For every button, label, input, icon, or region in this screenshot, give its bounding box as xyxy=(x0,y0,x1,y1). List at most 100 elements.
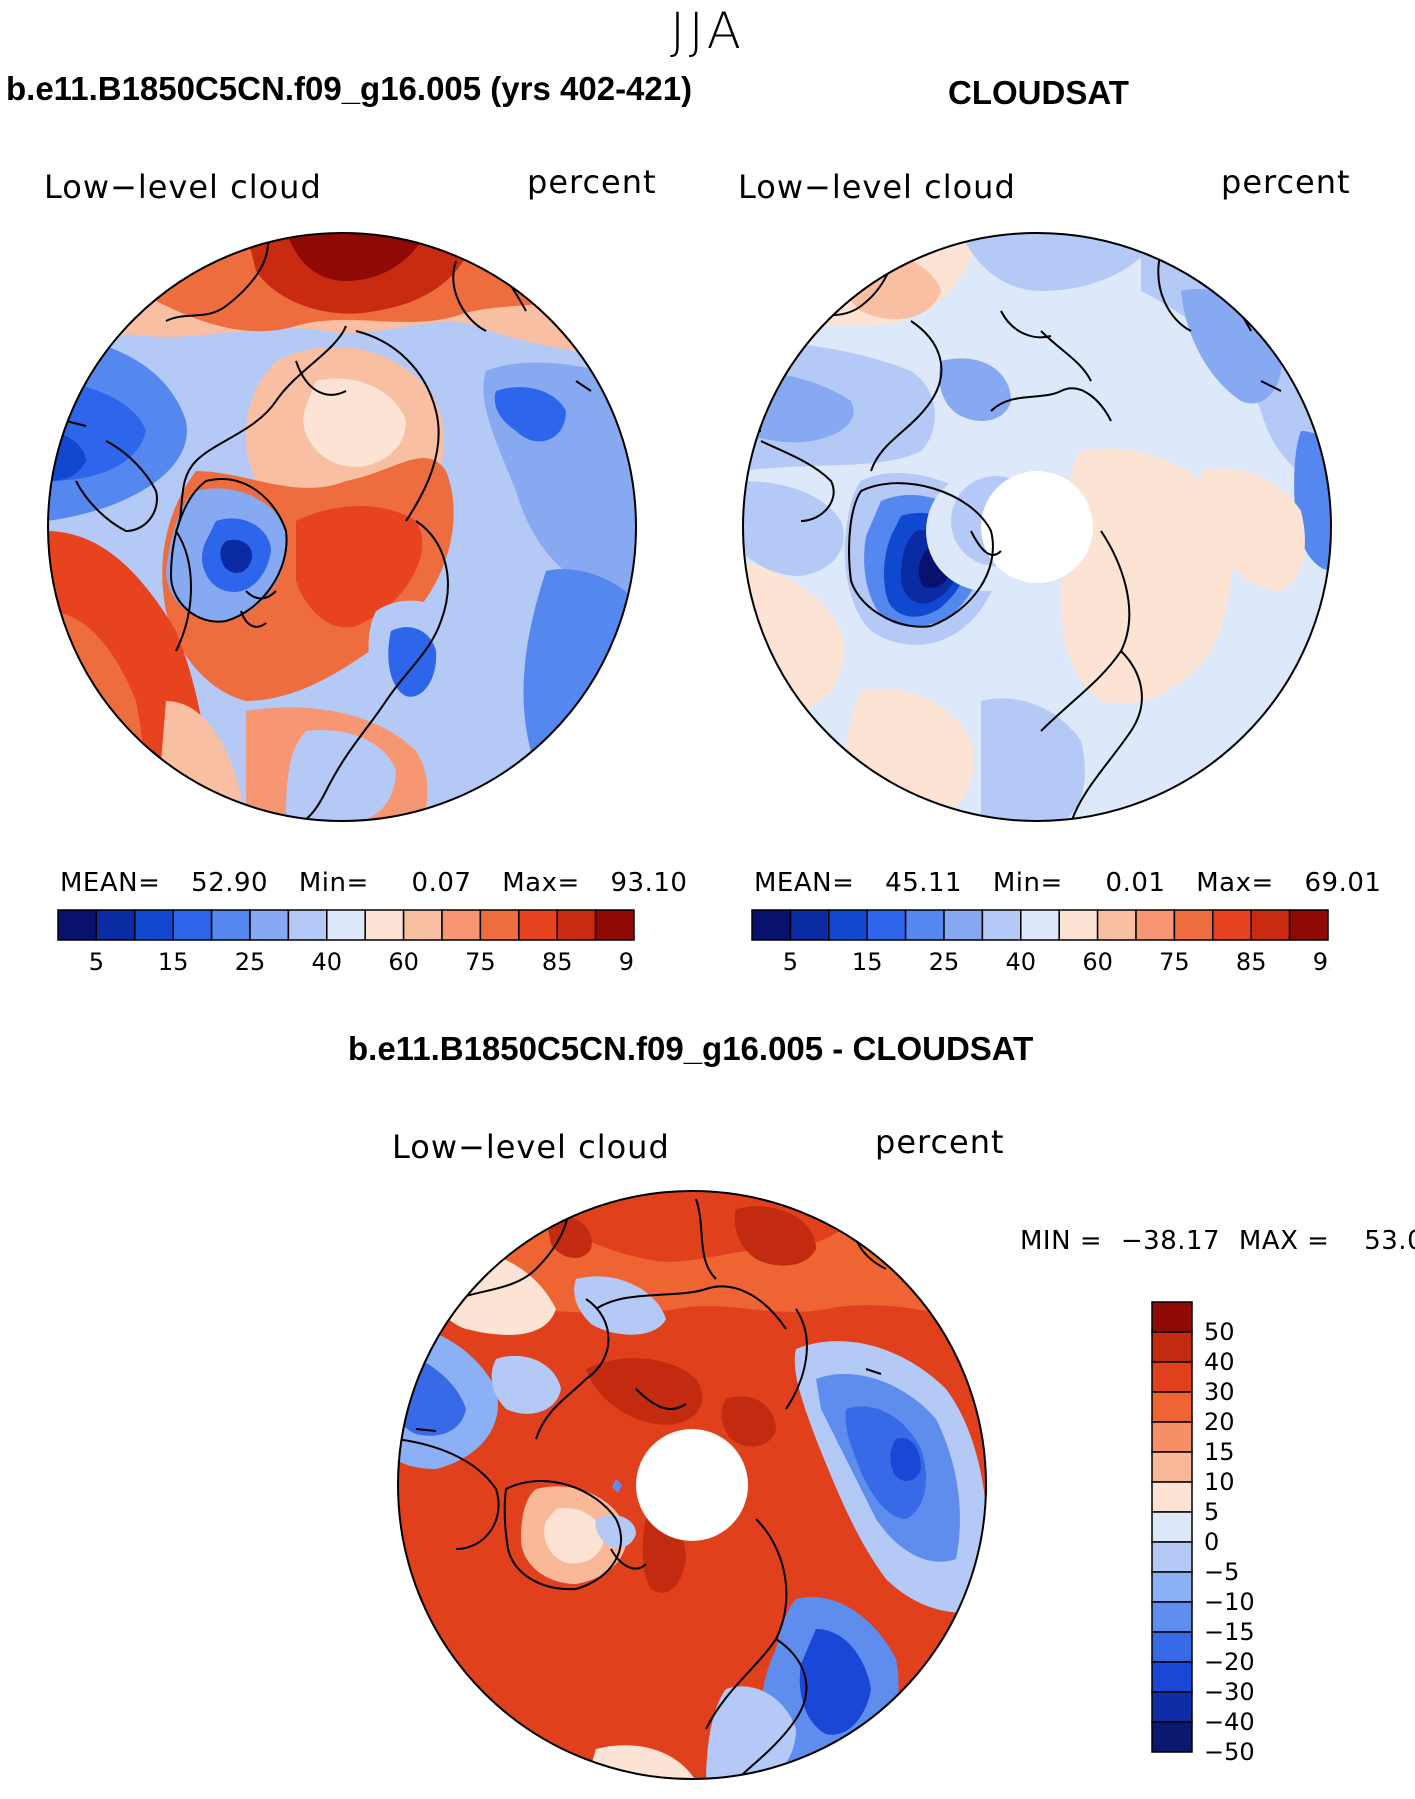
model-max-value: 93.10 xyxy=(610,868,688,898)
model-colorbar-box xyxy=(518,909,558,941)
diff-colorbar-tick-label: −50 xyxy=(1204,1738,1255,1766)
obs-polar-map xyxy=(742,232,1332,822)
diff-colorbar-box xyxy=(1151,1541,1193,1573)
obs-colorbar-box xyxy=(1250,909,1291,941)
obs-colorbar-tick-label: 75 xyxy=(1159,948,1190,976)
obs-colorbar-tick-label: 95 xyxy=(1313,948,1330,976)
diff-colorbar-box xyxy=(1151,1301,1193,1333)
model-colorbar-tick-label: 85 xyxy=(542,948,573,976)
diff-colorbar-box xyxy=(1151,1331,1193,1363)
model-colorbar-box xyxy=(556,909,597,941)
obs-colorbar-box xyxy=(751,909,792,941)
model-polar-map xyxy=(47,232,637,822)
model-variable-label: Low−level cloud xyxy=(44,168,322,206)
obs-colorbar-tick-label: 5 xyxy=(783,948,798,976)
model-colorbar-tick-label: 60 xyxy=(388,948,419,976)
diff-max-label: MAX = xyxy=(1238,1226,1330,1256)
diff-colorbar-box xyxy=(1151,1421,1193,1453)
diff-colorbar-box xyxy=(1151,1481,1193,1513)
diff-colorbar-box xyxy=(1151,1691,1193,1723)
model-colorbar-tick-label: 15 xyxy=(158,948,189,976)
model-colorbar-box xyxy=(172,909,213,941)
diff-colorbar-tick-label: 40 xyxy=(1204,1348,1235,1376)
model-colorbar-box xyxy=(479,909,520,941)
model-colorbar-box xyxy=(57,909,98,941)
model-colorbar-tick-label: 5 xyxy=(89,948,104,976)
diff-max-value: 53.09 xyxy=(1364,1226,1415,1256)
obs-panel-title: CLOUDSAT xyxy=(948,74,1129,111)
diff-colorbar-box xyxy=(1151,1451,1193,1483)
obs-min-value: 0.01 xyxy=(1105,868,1166,898)
diff-variable-label: Low−level cloud xyxy=(392,1128,670,1166)
diff-colorbar-box xyxy=(1151,1361,1193,1393)
diff-colorbar-box xyxy=(1151,1631,1193,1663)
diff-units-label: percent xyxy=(875,1123,1005,1161)
obs-colorbar-tick-label: 40 xyxy=(1006,948,1037,976)
diff-colorbar-box xyxy=(1151,1571,1193,1603)
obs-colorbar-tick-label: 60 xyxy=(1082,948,1113,976)
obs-colorbar-tick-label: 85 xyxy=(1236,948,1267,976)
diff-colorbar-tick-label: −20 xyxy=(1204,1648,1255,1676)
diff-colorbar-tick-label: 5 xyxy=(1204,1498,1219,1526)
model-min-value: 0.07 xyxy=(411,868,472,898)
model-colorbar-box xyxy=(594,909,635,941)
obs-colorbar-box xyxy=(1096,909,1137,941)
season-title: JJA xyxy=(670,2,745,60)
diff-colorbar-tick-label: 15 xyxy=(1204,1438,1235,1466)
diff-colorbar-box xyxy=(1151,1661,1193,1693)
obs-colorbar-box xyxy=(981,909,1022,941)
diff-colorbar-tick-label: −5 xyxy=(1204,1558,1239,1586)
obs-colorbar-tick-label: 25 xyxy=(929,948,960,976)
diff-colorbar-tick-label: 50 xyxy=(1204,1318,1235,1346)
diff-colorbar-tick-label: 0 xyxy=(1204,1528,1219,1556)
model-colorbar-tick-label: 75 xyxy=(465,948,496,976)
diff-colorbar-tick-label: −10 xyxy=(1204,1588,1255,1616)
diff-colorbar-box xyxy=(1151,1601,1193,1633)
model-units-label: percent xyxy=(527,163,657,201)
model-colorbar: 5 15 25 40 60 75 85 95 xyxy=(57,909,636,976)
obs-colorbar-box xyxy=(1288,909,1329,941)
obs-colorbar-box xyxy=(1135,909,1176,941)
obs-colorbar-tick-label: 15 xyxy=(852,948,883,976)
obs-mean-label: MEAN= xyxy=(754,868,855,898)
diff-colorbar-tick-label: −30 xyxy=(1204,1678,1255,1706)
model-colorbar-box xyxy=(287,909,328,941)
obs-colorbar-box xyxy=(1212,909,1252,941)
model-colorbar-tick-label: 25 xyxy=(235,948,266,976)
model-colorbar-box xyxy=(249,909,290,941)
obs-colorbar-box xyxy=(866,909,907,941)
diff-polar-map xyxy=(397,1190,987,1780)
diff-colorbar-box xyxy=(1151,1391,1193,1423)
model-colorbar-box xyxy=(441,909,482,941)
diff-panel-title: b.e11.B1850C5CN.f09_g16.005 - CLOUDSAT xyxy=(348,1030,1034,1067)
obs-colorbar-box xyxy=(789,909,830,941)
obs-colorbar-box xyxy=(828,909,868,941)
diff-colorbar-tick-label: 10 xyxy=(1204,1468,1235,1496)
diff-colorbar-box xyxy=(1151,1511,1193,1543)
model-colorbar-tick-label: 40 xyxy=(312,948,343,976)
obs-colorbar: 5 15 25 40 60 75 85 95 xyxy=(751,909,1330,976)
diff-colorbar-tick-label: 30 xyxy=(1204,1378,1235,1406)
model-colorbar-box xyxy=(210,909,251,941)
model-mean-label: MEAN= xyxy=(60,868,161,898)
model-mean-value: 52.90 xyxy=(191,868,269,898)
model-colorbar-box xyxy=(402,909,443,941)
obs-variable-label: Low−level cloud xyxy=(738,168,1016,206)
model-max-label: Max= xyxy=(502,868,580,898)
model-panel-title: b.e11.B1850C5CN.f09_g16.005 (yrs 402-421… xyxy=(6,70,693,107)
obs-min-label: Min= xyxy=(992,868,1063,898)
diff-colorbar-tick-label: −15 xyxy=(1204,1618,1255,1646)
diff-colorbar-tick-label: −40 xyxy=(1204,1708,1255,1736)
obs-max-label: Max= xyxy=(1196,868,1274,898)
diff-min-value: −38.17 xyxy=(1120,1226,1221,1256)
obs-colorbar-box xyxy=(904,909,945,941)
diff-min-label: MIN = xyxy=(1020,1226,1103,1256)
obs-max-value: 69.01 xyxy=(1304,868,1382,898)
diff-colorbar-tick-label: 20 xyxy=(1204,1408,1235,1436)
model-colorbar-box xyxy=(326,909,366,941)
obs-colorbar-box xyxy=(943,909,984,941)
model-colorbar-box xyxy=(364,909,405,941)
obs-mean-value: 45.11 xyxy=(885,868,963,898)
model-colorbar-box xyxy=(134,909,174,941)
obs-colorbar-box xyxy=(1020,909,1060,941)
